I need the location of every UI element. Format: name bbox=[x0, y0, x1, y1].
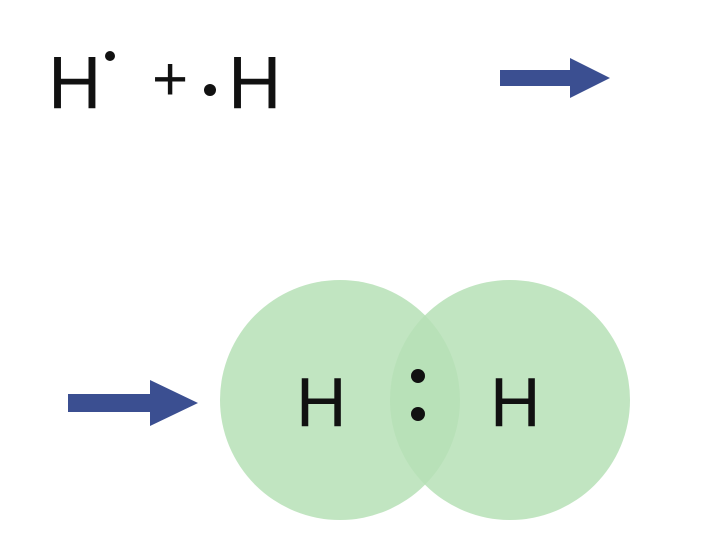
reactant-left-hydrogen: H bbox=[48, 40, 101, 125]
reactant-right-electron-dot bbox=[204, 84, 216, 96]
reaction-arrow-top bbox=[500, 58, 610, 98]
reactant-left-electron-dot bbox=[105, 51, 115, 61]
product-shared-electron-bottom bbox=[411, 407, 425, 421]
diagram-stage: H + H H H bbox=[0, 0, 704, 550]
reaction-arrow-bottom bbox=[68, 380, 198, 426]
product-shared-electron-top bbox=[411, 369, 425, 383]
reactant-plus-sign: + bbox=[152, 44, 188, 115]
product-left-hydrogen: H bbox=[296, 362, 347, 442]
reactant-right-hydrogen: H bbox=[228, 40, 281, 125]
product-right-hydrogen: H bbox=[490, 362, 541, 442]
